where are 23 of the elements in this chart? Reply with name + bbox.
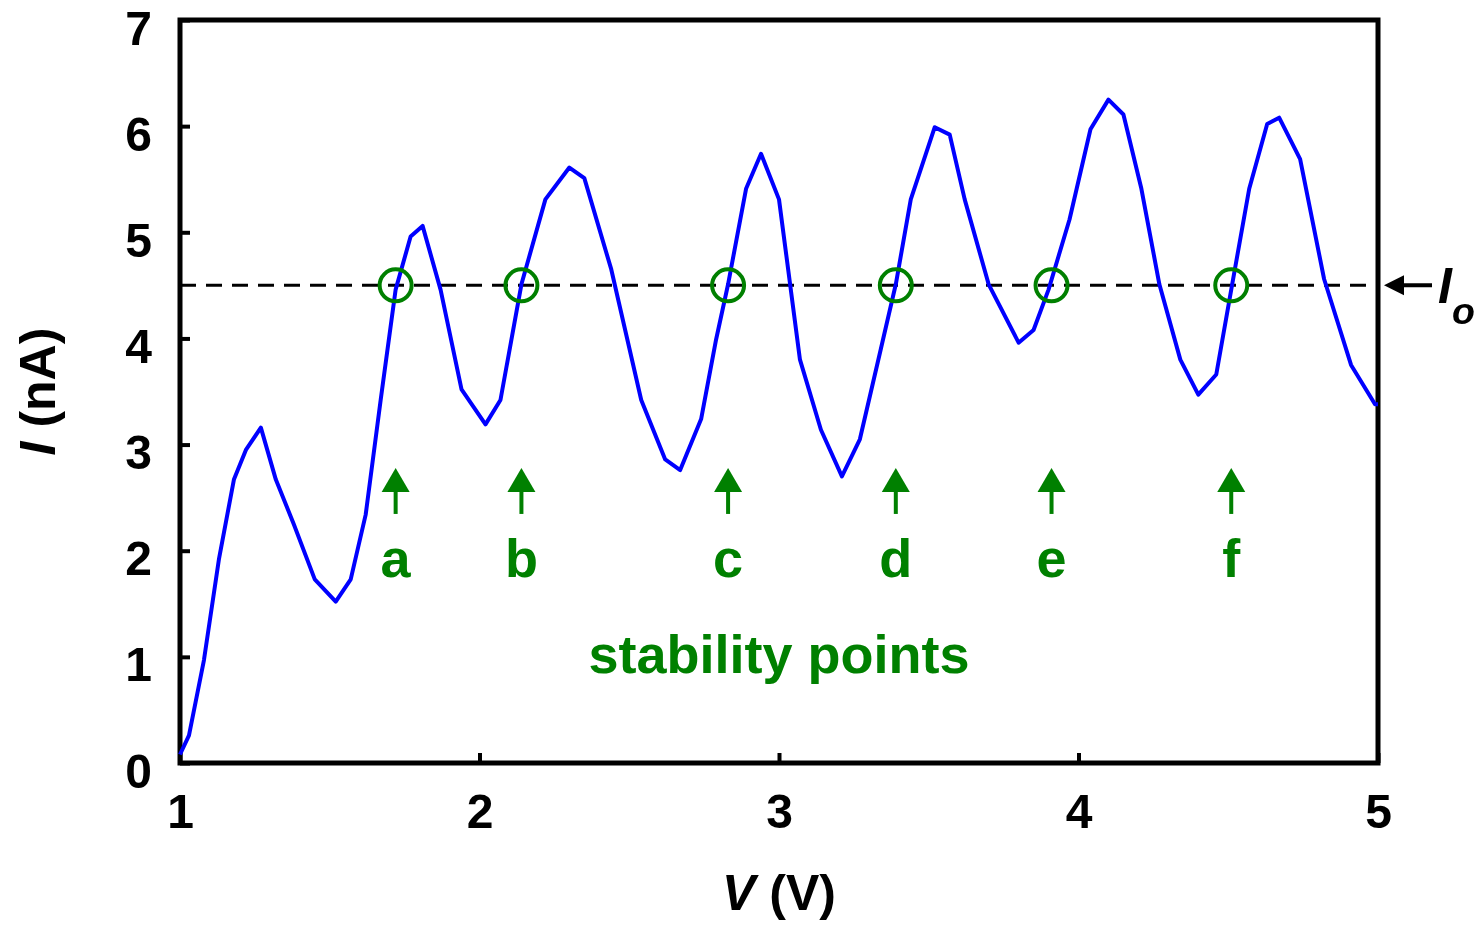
annotation: c xyxy=(713,527,744,588)
annotation: f xyxy=(1222,527,1242,588)
y-tick-label: 5 xyxy=(125,213,152,267)
annotation: b xyxy=(504,527,538,588)
x-axis-title: V (V) xyxy=(722,865,836,921)
annotation: stability points xyxy=(588,623,970,684)
annotation: e xyxy=(1036,527,1067,588)
x-tick-label: 4 xyxy=(1065,785,1093,839)
annotation: a xyxy=(380,527,412,588)
y-tick-label: 2 xyxy=(125,532,152,586)
ref-line-label: I$_{o}$ xyxy=(1438,258,1475,333)
y-tick-label: 4 xyxy=(125,319,153,373)
x-tick-label: 5 xyxy=(1365,785,1392,839)
y-tick-label: 0 xyxy=(125,744,152,798)
x-tick-label: 2 xyxy=(466,785,494,839)
y-tick-label: 6 xyxy=(125,107,152,161)
annotation: d xyxy=(879,527,913,588)
x-tick-label: 1 xyxy=(167,785,194,839)
y-tick-label: 3 xyxy=(125,426,152,480)
y-tick-label: 7 xyxy=(125,1,152,55)
x-tick-label: 3 xyxy=(766,785,793,839)
y-tick-label: 1 xyxy=(125,638,152,692)
y-axis-title: I (nA) xyxy=(10,327,66,456)
